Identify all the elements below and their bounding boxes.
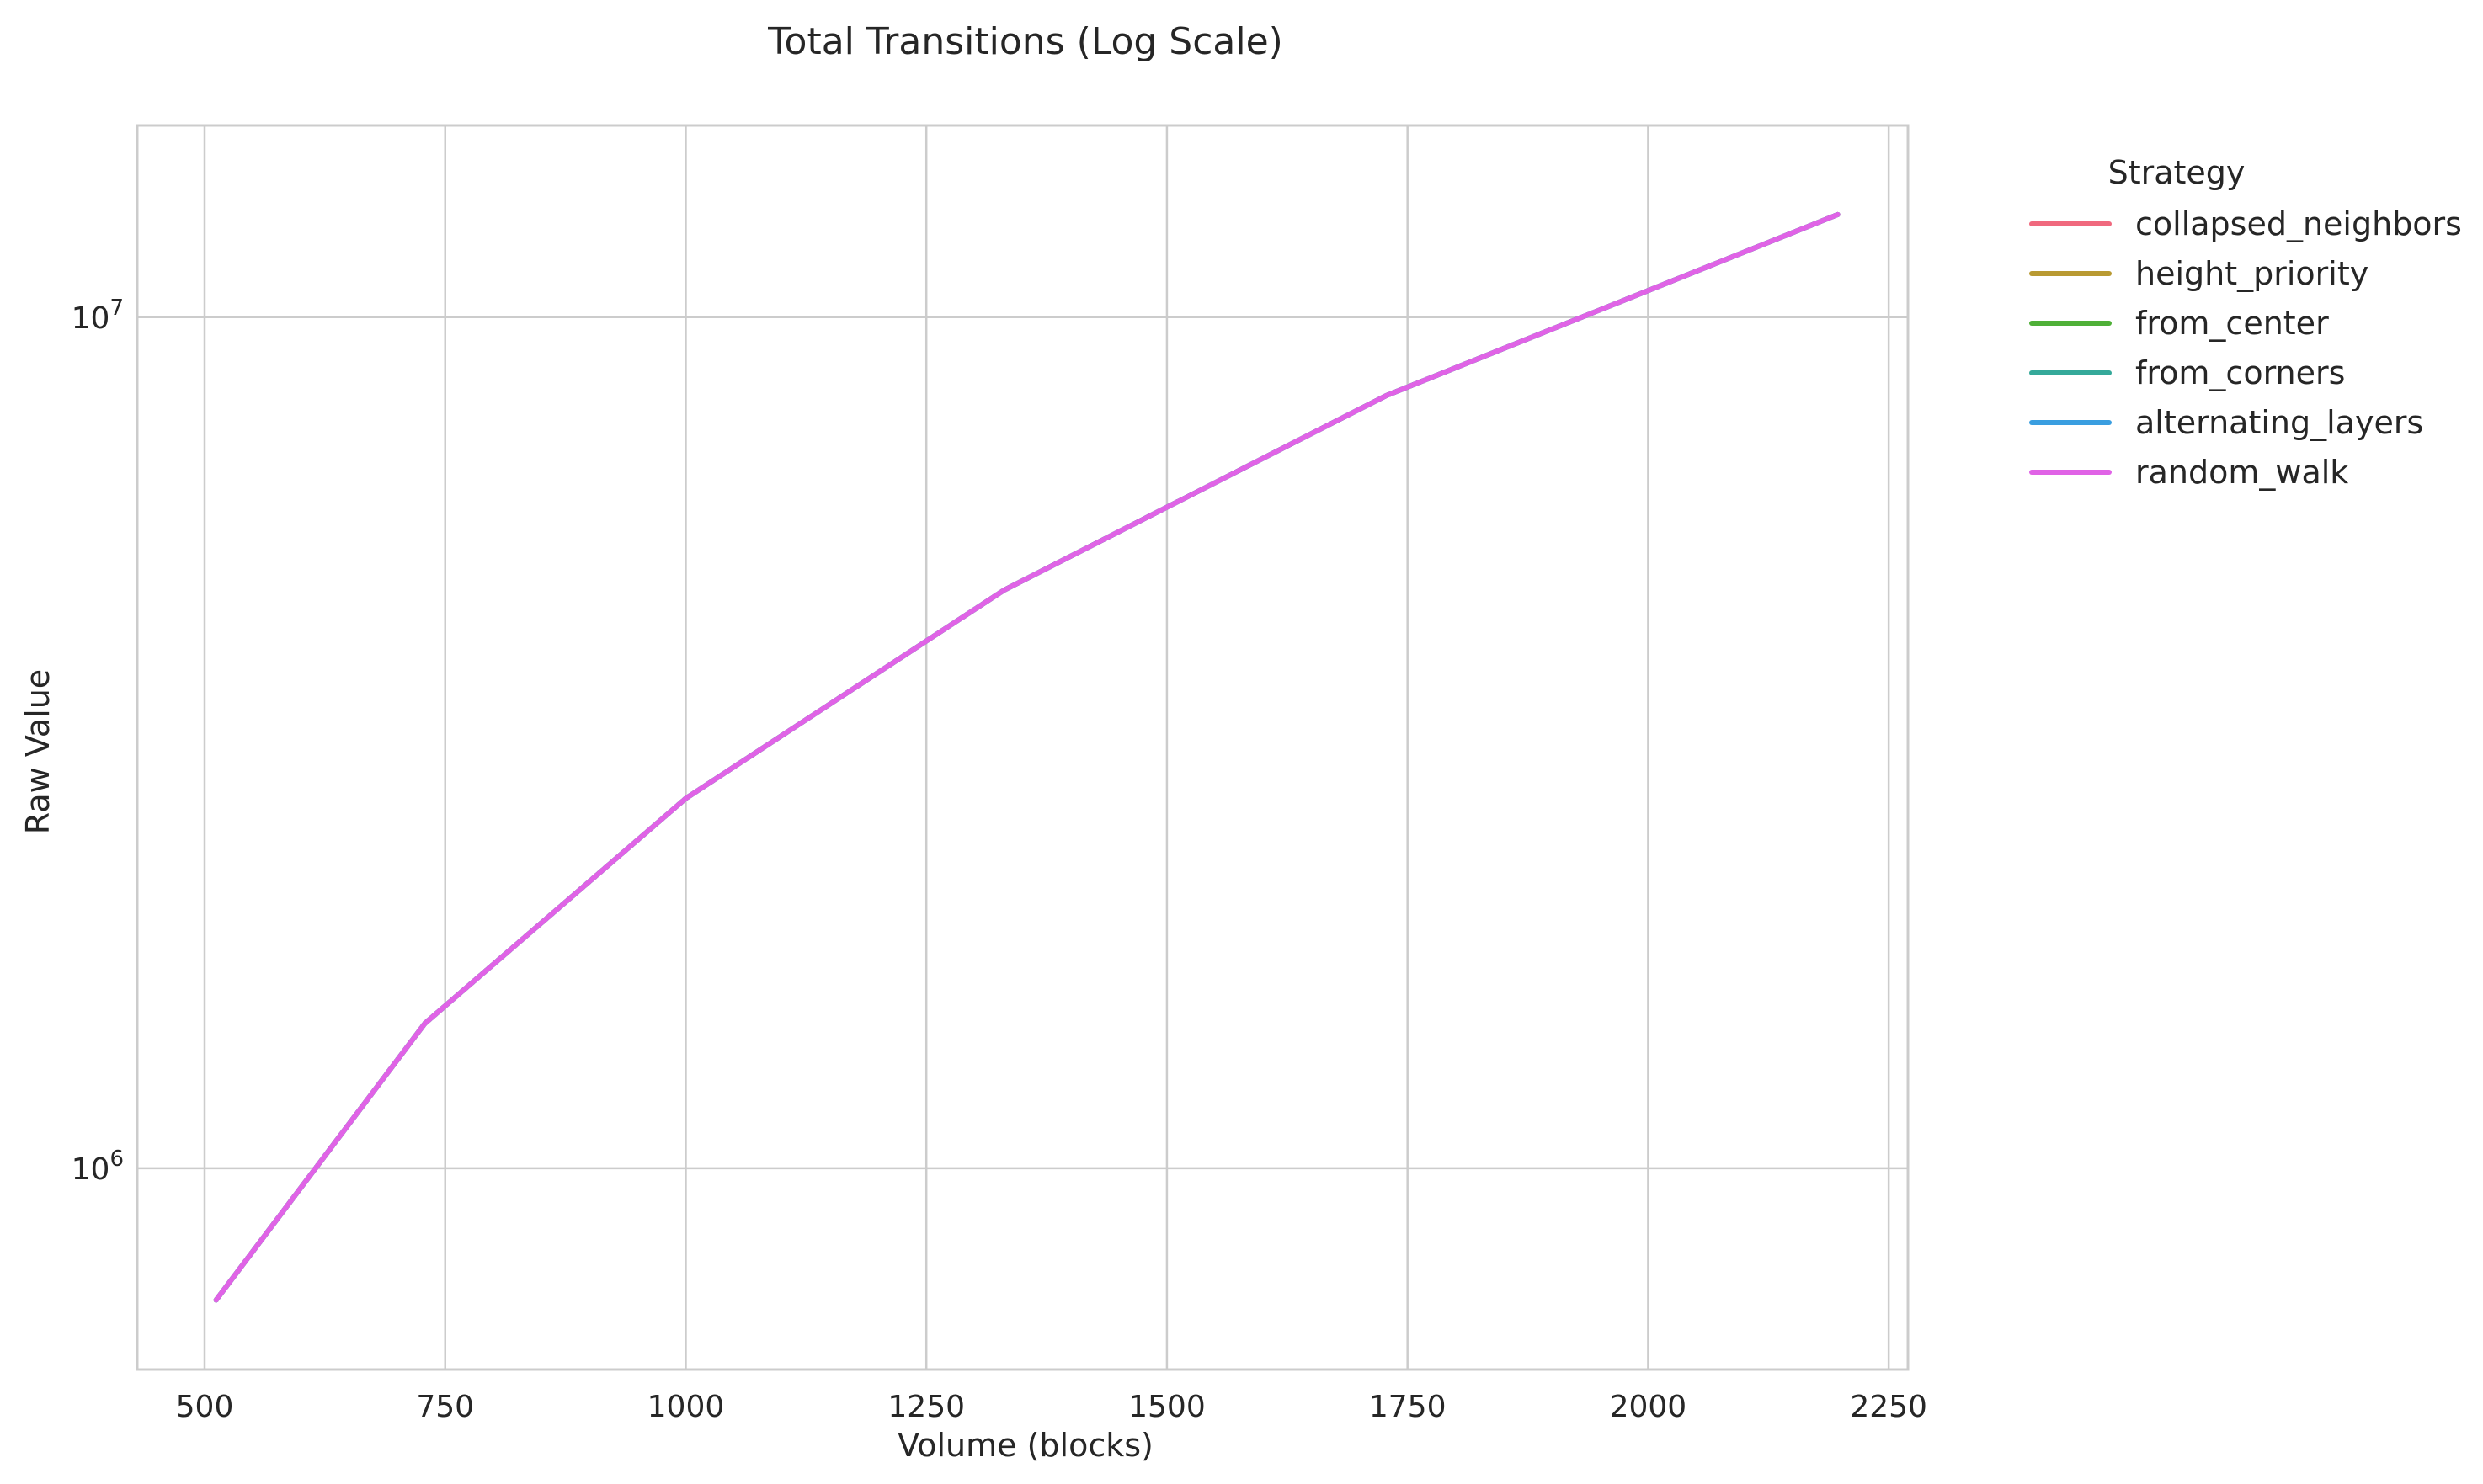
legend-label: from_corners — [2135, 354, 2345, 391]
series-line-alternating-layers — [213, 211, 1841, 1303]
legend-label: collapsed_neighbors — [2135, 205, 2462, 242]
x-tick-label: 750 — [416, 1390, 474, 1424]
x-tick-label: 1750 — [1369, 1390, 1447, 1424]
legend-title: Strategy — [2108, 154, 2246, 191]
legend-label: height_priority — [2135, 255, 2368, 292]
legend-label: from_center — [2135, 305, 2329, 342]
series-line-collapsed-neighbors — [213, 211, 1841, 1303]
series-line-from-center — [213, 211, 1841, 1303]
x-tick-label: 2250 — [1850, 1390, 1927, 1424]
x-tick-label: 1500 — [1128, 1390, 1206, 1424]
x-tick-label: 1250 — [887, 1390, 965, 1424]
legend-items: collapsed_neighbors height_priority from_c… — [2029, 205, 2462, 491]
x-axis-label: Volume (blocks) — [898, 1427, 1154, 1464]
series-line-height-priority — [213, 211, 1841, 1303]
legend-label: random_walk — [2135, 454, 2348, 491]
y-tick-label: 106 — [72, 1146, 124, 1187]
plot-area: 500 750 1000 1250 1500 1750 2000 2250 106 107 — [72, 124, 1927, 1424]
series-line-from-corners — [213, 211, 1841, 1303]
y-axis-label: Raw Value — [19, 669, 56, 834]
plot-frame — [136, 124, 1910, 1371]
chart-title: Total Transitions (Log Scale) — [767, 20, 1283, 63]
legend: Strategy collapsed_neighbors height_prior… — [2029, 154, 2462, 491]
legend-label: alternating_layers — [2135, 404, 2423, 441]
series-line-random-walk — [213, 211, 1841, 1303]
grid — [137, 125, 1908, 1370]
y-tick-label: 107 — [72, 295, 124, 336]
x-tick-label: 500 — [176, 1390, 234, 1424]
x-tick-label: 1000 — [647, 1390, 725, 1424]
x-tick-label: 2000 — [1610, 1390, 1687, 1424]
